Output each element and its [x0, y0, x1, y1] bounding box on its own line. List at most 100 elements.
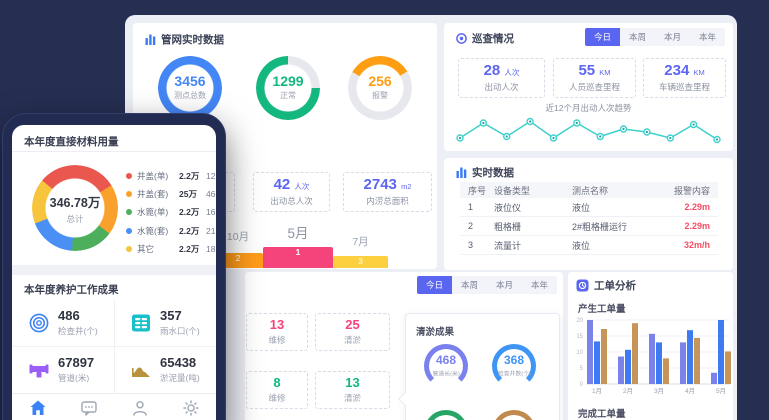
gauge-value: 468 [435, 353, 457, 367]
legend-item: 其它 2.2万 18.8% [126, 240, 216, 258]
stat-value: 55 [578, 62, 596, 79]
gauge-value: 1299 [272, 73, 304, 89]
stat-box-dredge-green[interactable]: 13 清淤 [315, 371, 390, 409]
realtime-panel-header: 实时数据 [456, 165, 514, 180]
legend-item: 水篦(套) 2.2万 21.8% [126, 222, 216, 240]
stat-value: 2743 [363, 176, 397, 193]
gauge-ring-green [256, 56, 320, 120]
donut-total-value: 346.78万 [49, 195, 101, 210]
stat-label: 清淤 [343, 393, 361, 403]
cell-point: 液位 [572, 202, 591, 213]
legend-item: 水篦(单) 2.2万 16.3% [126, 203, 216, 221]
tab-month[interactable]: 本月 [495, 280, 513, 290]
stat-box-repair-red[interactable]: 13 维修 [246, 313, 308, 351]
gauge-arc [492, 344, 536, 388]
tab-year[interactable]: 本年 [698, 32, 716, 42]
stat-value: 234 [664, 62, 690, 79]
podium-month-3: 7月 [352, 236, 369, 248]
pipe-icon [29, 364, 49, 377]
cell-alarm: 2.29m [684, 202, 710, 212]
stat-label: 出动总人次 [270, 196, 313, 206]
legend-value: 25万 [179, 189, 197, 200]
legend-name: 水篦(单) [137, 207, 169, 218]
bar-chart-icon [145, 34, 156, 45]
podium-bar-rank3: 3 [333, 256, 388, 268]
result-cell-pipes: 67897 管道(米) [12, 346, 114, 393]
stat-unit: KM [693, 68, 705, 77]
cell-alarm: 32m/h [683, 240, 710, 250]
cell-no: 3 [468, 240, 474, 250]
tab-month[interactable]: 本月 [663, 32, 681, 42]
gauge-arc [424, 410, 468, 420]
svg-text:15: 15 [576, 334, 583, 340]
donut-total-label: 总计 [66, 213, 84, 224]
legend-name: 水篦(套) [137, 225, 169, 236]
stat-box-dredge-red[interactable]: 25 清淤 [315, 313, 390, 351]
legend-value: 2.2万 [179, 207, 200, 218]
tab-today[interactable]: 今日 [584, 28, 620, 46]
nav-settings[interactable] [165, 394, 216, 420]
nav-home[interactable] [12, 394, 63, 420]
legend-dot [126, 209, 132, 216]
dredge-results-card: 清淤成果 468 管道长(米) 368 检查井数(个) [397, 313, 560, 420]
svg-text:4月: 4月 [685, 387, 695, 395]
stat-label: 人员巡查里程 [568, 82, 620, 92]
realtime-panel-title: 实时数据 [472, 167, 514, 179]
target-icon [456, 33, 467, 44]
stat-box-dispatch-total: 42 人次 出动总人次 [253, 172, 330, 212]
cell-device: 液位仪 [494, 202, 522, 213]
tab-week[interactable]: 本周 [460, 280, 478, 290]
legend-pct: 12.6% [206, 171, 216, 182]
stat-label: 维修 [268, 393, 286, 403]
gauge-value: 256 [368, 73, 392, 89]
result-label: 检查井(个) [58, 325, 98, 336]
gauge-label: 报警 [372, 91, 388, 100]
table-row[interactable]: 2 粗格栅 2#粗格栅运行 2.29m [460, 217, 718, 236]
workorder-panel-header: 工单分析 [576, 278, 636, 293]
result-cell-sludge: 65438 淤泥量(吨) [114, 346, 216, 393]
panel-realtime-data: 实时数据 序号 设备类型 测点名称 报警内容 1 液位仪 液位 2.29m 2 … [444, 158, 733, 270]
legend-dot [126, 227, 132, 234]
tab-week[interactable]: 本周 [628, 32, 646, 42]
workorder-bar-chart: 0 5 10 15 20 1月 2月 3月 4月 5月 [576, 318, 731, 395]
gauge-label: 检查井数(个) [497, 371, 531, 378]
result-value: 486 [58, 307, 80, 323]
home-icon [30, 400, 45, 415]
stat-value: 8 [273, 375, 281, 390]
stat-label: 车辆巡查里程 [658, 82, 710, 92]
workorder-panel-title: 工单分析 [594, 280, 636, 292]
panel-workorder-analysis: 工单分析 产生工单量 0 5 10 15 20 1月 2月 3月 4月 5月 完成工单量 [568, 272, 733, 420]
table-row[interactable]: 3 流量计 液位 32m/h [460, 236, 718, 255]
podium-rank: 2 [235, 253, 241, 263]
stat-value: 13 [269, 317, 285, 332]
gauge-ring-orange [348, 56, 412, 120]
stat-box-repair-green[interactable]: 8 维修 [246, 371, 308, 409]
tab-year[interactable]: 本年 [530, 280, 548, 290]
chart2-title: 完成工单量 [578, 409, 626, 420]
materials-donut-chart [32, 165, 118, 251]
legend-dot [126, 245, 132, 252]
dredge-card-title: 清淤成果 [416, 327, 455, 338]
stat-unit: 人次 [504, 68, 520, 77]
nav-profile[interactable] [114, 394, 165, 420]
col-header: 序号 [468, 185, 487, 196]
svg-text:0: 0 [580, 382, 584, 388]
gauge-label: 测点总数 [174, 91, 206, 100]
cell-point: 2#粗格栅运行 [572, 221, 628, 232]
svg-text:5月: 5月 [716, 387, 726, 395]
result-cell-rain-inlets: 357 雨水口(个) [114, 299, 216, 346]
manhole-icon [29, 313, 49, 332]
table-row[interactable]: 1 液位仪 液位 2.29m [460, 198, 718, 217]
legend-pct: 16.3% [206, 207, 216, 218]
panel-network-realtime: 管网实时数据 3456 测点总数 1299 正常 256 报警 42 人次 出动总人次… [133, 23, 437, 269]
panel-upkeep: 今日 本周 本月 本年 13 维修 25 清淤 8 维修 13 清淤 清淤成果 … [245, 272, 563, 420]
col-header: 报警内容 [673, 185, 710, 196]
tab-today[interactable]: 今日 [416, 276, 452, 294]
nav-messages[interactable] [63, 394, 114, 420]
legend-dot [126, 173, 132, 180]
gauge-partial-brown [485, 410, 543, 420]
materials-legend: 井盖(单) 2.2万 12.6% 井盖(套) 25万 46.8% 水篦(单) 2.2万 16… [126, 167, 216, 258]
legend-pct: 46.8% [206, 189, 216, 200]
svg-text:10: 10 [576, 350, 583, 356]
